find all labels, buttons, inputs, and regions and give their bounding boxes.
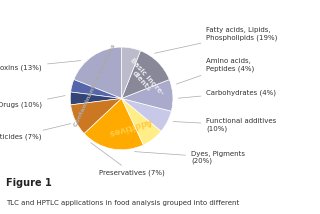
Wedge shape	[71, 80, 122, 98]
Wedge shape	[122, 47, 140, 98]
Text: Preservatives (7%): Preservatives (7%)	[91, 143, 165, 176]
Text: Mycotoxins (13%): Mycotoxins (13%)	[0, 61, 81, 71]
Wedge shape	[122, 98, 171, 131]
Text: Fatty acids, Lipids,
Phospholipids (19%): Fatty acids, Lipids, Phospholipids (19%)	[155, 27, 278, 53]
Text: Contaminants & Residues: Contaminants & Residues	[73, 44, 116, 128]
Text: Dyes, Pigments
(20%): Dyes, Pigments (20%)	[134, 151, 245, 164]
Wedge shape	[71, 98, 122, 134]
Wedge shape	[122, 98, 161, 145]
Text: Basic ingre-
dients: Basic ingre- dients	[124, 57, 164, 101]
Text: TLC and HPTLC applications in food analysis grouped into different: TLC and HPTLC applications in food analy…	[6, 201, 240, 207]
Text: Pesticides (7%): Pesticides (7%)	[0, 123, 71, 140]
Text: Figure 1: Figure 1	[6, 178, 52, 188]
Wedge shape	[74, 47, 122, 98]
Text: Additives: Additives	[107, 116, 153, 138]
Wedge shape	[122, 80, 173, 111]
Wedge shape	[70, 92, 122, 105]
Wedge shape	[84, 98, 143, 150]
Text: Amino acids,
Peptides (4%): Amino acids, Peptides (4%)	[176, 58, 255, 84]
Text: Carbohydrates (4%): Carbohydrates (4%)	[178, 89, 276, 98]
Wedge shape	[122, 51, 169, 98]
Text: Drugs (10%): Drugs (10%)	[0, 96, 65, 108]
Text: Functional additives
(10%): Functional additives (10%)	[173, 118, 276, 132]
